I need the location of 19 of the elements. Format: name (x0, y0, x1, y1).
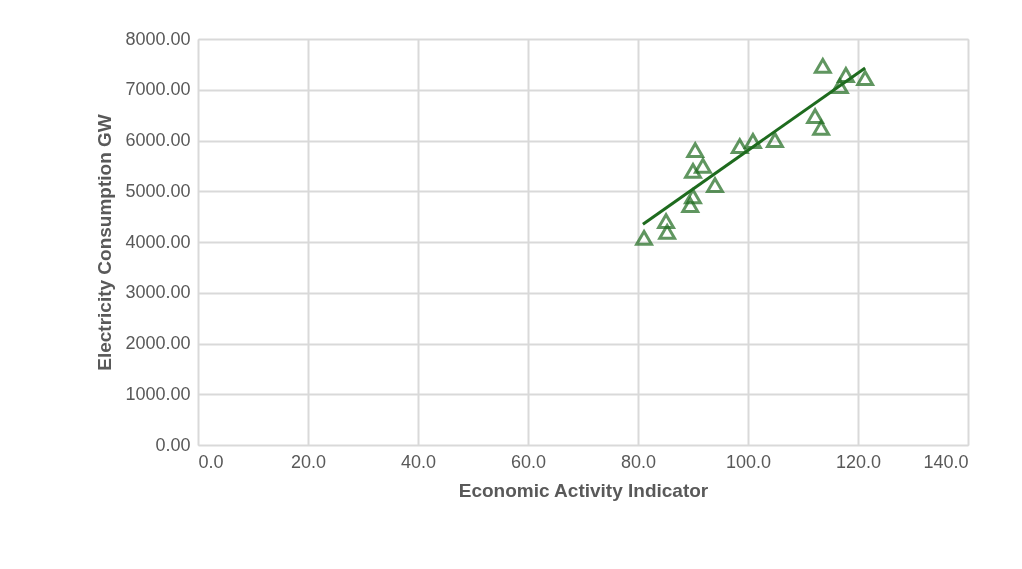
y-tick-label: 0.00 (155, 434, 191, 455)
y-tick-label: 7000.00 (125, 79, 191, 100)
x-tick-label: 40.0 (400, 451, 437, 472)
x-tick-label: 100.0 (725, 451, 772, 472)
y-tick-label: 1000.00 (125, 383, 191, 404)
y-axis-title: Electricity Consumption GW (94, 114, 116, 371)
y-tick-label: 3000.00 (125, 282, 191, 303)
y-tick-label: 6000.00 (125, 130, 191, 150)
x-tick-label: 120.0 (835, 451, 882, 472)
y-tick-label: 2000.00 (125, 333, 191, 353)
y-tick-label: 5000.00 (125, 180, 191, 201)
x-axis-title: Economic Activity Indicator (458, 479, 709, 501)
x-tick-label: 60.0 (510, 451, 547, 472)
y-tick-label: 4000.00 (125, 231, 191, 252)
x-tick-label: 20.0 (290, 451, 327, 472)
x-tick-label: 0.0 (198, 451, 224, 472)
y-tick-label: 8000.00 (125, 28, 191, 49)
x-tick-label: 140.0 (923, 451, 969, 472)
x-tick-label: 80.0 (620, 451, 657, 472)
